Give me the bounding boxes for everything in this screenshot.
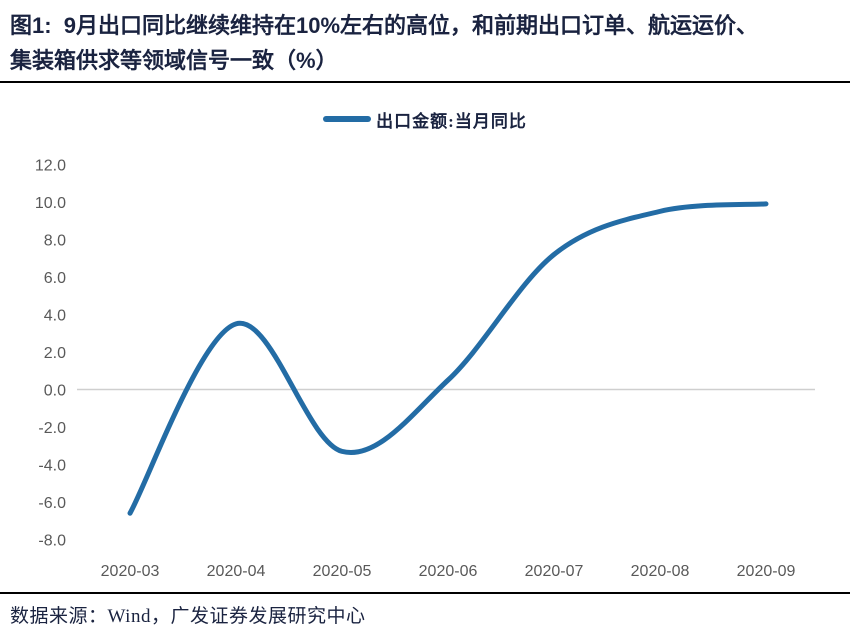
y-tick-label: 12.0 <box>35 158 66 175</box>
x-tick-label: 2020-03 <box>101 563 160 580</box>
x-tick-label: 2020-08 <box>631 563 690 580</box>
y-tick-label: 8.0 <box>44 233 66 250</box>
x-tick-label: 2020-05 <box>313 563 372 580</box>
y-tick-label: -4.0 <box>38 458 66 475</box>
y-tick-label: -6.0 <box>38 495 66 512</box>
x-tick-label: 2020-06 <box>419 563 478 580</box>
x-tick-label: 2020-07 <box>525 563 584 580</box>
y-tick-label: 0.0 <box>44 383 66 400</box>
title-divider <box>0 81 850 83</box>
series-line-export-yoy <box>127 201 769 516</box>
data-source-text: 数据来源：Wind，广发证券发展研究中心 <box>10 606 366 627</box>
figure-title-line-2: 集装箱供求等领域信号一致（%） <box>10 48 338 73</box>
legend-series-label: 出口金额:当月同比 <box>376 111 527 131</box>
y-tick-label: 2.0 <box>44 345 66 362</box>
y-tick-label: 6.0 <box>44 270 66 287</box>
x-tick-label: 2020-09 <box>737 563 796 580</box>
y-tick-label: 4.0 <box>44 308 66 325</box>
x-tick-label: 2020-04 <box>207 563 266 580</box>
legend-line-marker-icon <box>323 116 372 122</box>
y-tick-label: -2.0 <box>38 420 66 437</box>
line-chart: 12.0 10.0 8.0 6.0 4.0 2.0 0.0 -2.0 -4.0 -6.0 -8.0 2… <box>0 140 850 592</box>
y-tick-label: 10.0 <box>35 195 66 212</box>
y-tick-label: -8.0 <box>38 533 66 550</box>
footer-divider <box>0 592 850 594</box>
chart-legend: 出口金额:当月同比 <box>0 106 850 132</box>
chart-canvas: 12.0 10.0 8.0 6.0 4.0 2.0 0.0 -2.0 -4.0 -6.0 -8.0 2… <box>35 158 815 580</box>
figure-title: 图1: 9月出口同比继续维持在10%左右的高位，和前期出口订单、航运运价、 集装… <box>10 8 844 78</box>
figure-title-line-1: 图1: 9月出口同比继续维持在10%左右的高位，和前期出口订单、航运运价、 <box>10 13 759 38</box>
